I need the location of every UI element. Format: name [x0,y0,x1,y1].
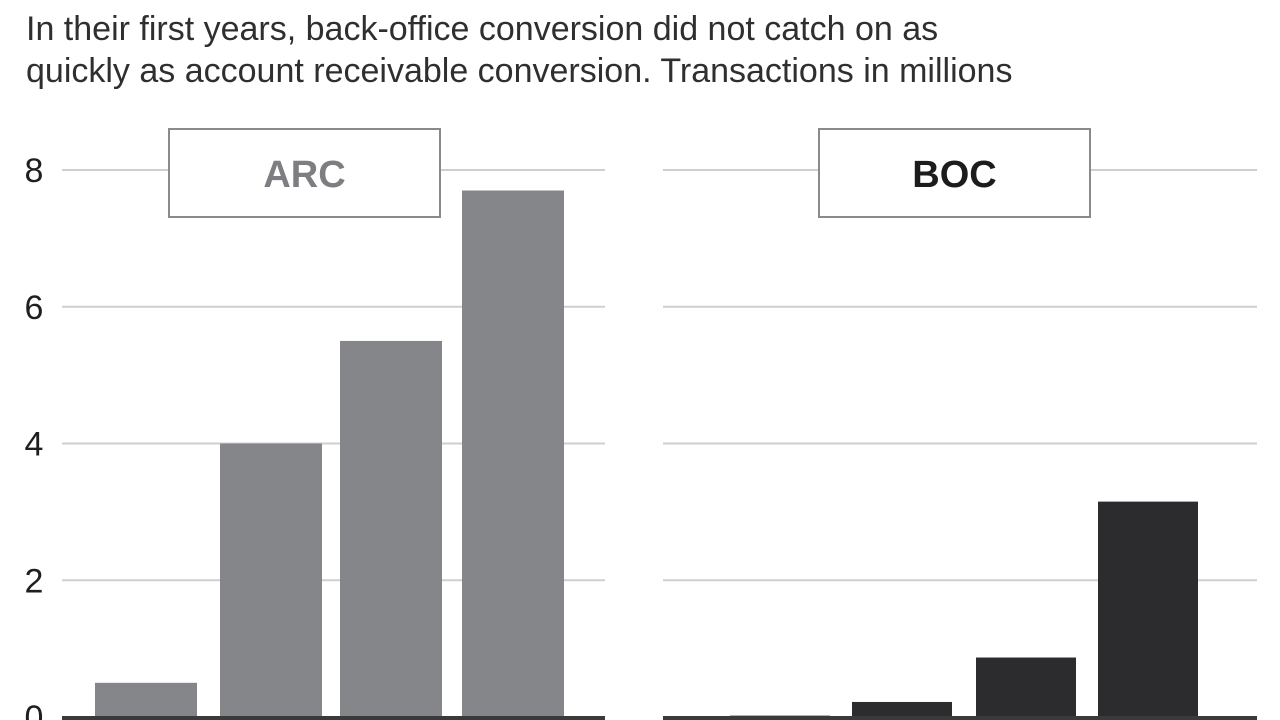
y-tick-label-0: 0 [25,699,44,720]
chart-subtitle: In their first years, back-office conver… [26,8,1266,92]
subtitle-line-2: quickly as account receivable conversion… [26,52,1013,90]
y-tick-label-4: 4 [25,426,44,464]
bar-arc-1 [95,682,197,717]
y-tick-label-6: 6 [25,289,44,327]
y-axis-ticks: 0 2 4 6 8 [25,152,44,720]
bar-boc-3 [976,657,1076,717]
subtitle-line-1: In their first years, back-office conver… [26,10,939,48]
bar-boc-4 [1098,501,1198,717]
bar-arc-4 [462,190,564,717]
bar-boc-2 [852,701,952,717]
panel-label-boc: BOC [912,154,996,196]
panel-label-arc: ARC [263,154,345,196]
y-tick-label-8: 8 [25,152,44,190]
bars [95,190,1198,718]
bar-arc-3 [340,340,442,717]
panel-labels: ARC BOC [168,128,1091,218]
panel-label-box-arc [168,128,441,218]
bar-arc-2 [220,443,322,717]
y-tick-label-2: 2 [25,562,44,600]
panel-label-box-boc [818,128,1091,218]
